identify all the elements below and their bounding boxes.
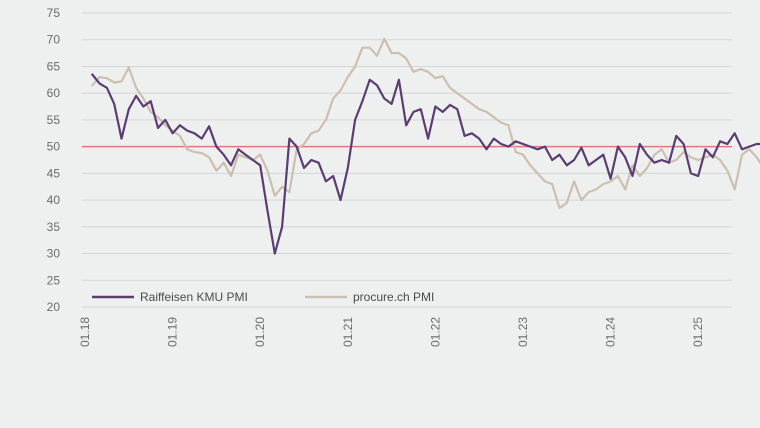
legend: Raiffeisen KMU PMI procure.ch PMI [92, 290, 434, 304]
series-lines [91, 37, 760, 255]
series-line-raiffeisen [91, 73, 760, 255]
y-axis: 20 25 30 35 40 45 50 55 60 65 70 75 [47, 6, 61, 314]
y-tick-label-65: 65 [47, 59, 61, 73]
y-tick-label-45: 45 [47, 166, 61, 180]
legend-label-procure: procure.ch PMI [353, 290, 434, 304]
x-tick-label-01-21: 01.21 [341, 317, 355, 347]
x-tick-label-01-23: 01.23 [516, 317, 530, 347]
y-tick-label-40: 40 [47, 193, 61, 207]
x-tick-label-01-19: 01.19 [166, 317, 180, 347]
y-tick-label-25: 25 [47, 273, 61, 287]
y-tick-label-20: 20 [47, 300, 61, 314]
y-tick-label-35: 35 [47, 220, 61, 234]
gridlines [82, 12, 732, 308]
y-tick-label-50: 50 [47, 140, 61, 154]
x-tick-label-01-22: 01.22 [428, 317, 442, 347]
series-line-procure [91, 37, 760, 210]
y-tick-label-75: 75 [47, 6, 61, 20]
y-tick-label-30: 30 [47, 247, 61, 261]
x-tick-label-01-24: 01.24 [604, 317, 618, 347]
y-tick-label-60: 60 [47, 86, 61, 100]
x-axis: 01.18 01.19 01.20 01.21 01.22 01.23 01.24 01.25… [78, 317, 705, 347]
x-tick-label-01-18: 01.18 [78, 317, 92, 347]
y-tick-label-55: 55 [47, 113, 61, 127]
y-tick-label-70: 70 [47, 33, 61, 47]
x-tick-label-01-20: 01.20 [253, 317, 267, 347]
legend-label-raiffeisen: Raiffeisen KMU PMI [140, 290, 248, 304]
x-tick-label-01-25: 01.25 [691, 317, 705, 347]
